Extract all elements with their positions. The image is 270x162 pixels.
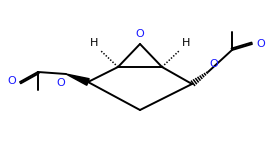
- Text: O: O: [136, 29, 144, 39]
- Text: O: O: [56, 78, 65, 88]
- Text: O: O: [7, 76, 16, 86]
- Text: O: O: [209, 59, 218, 69]
- Text: O: O: [256, 39, 265, 49]
- Polygon shape: [66, 74, 89, 85]
- Text: H: H: [90, 38, 98, 48]
- Text: H: H: [182, 38, 190, 48]
